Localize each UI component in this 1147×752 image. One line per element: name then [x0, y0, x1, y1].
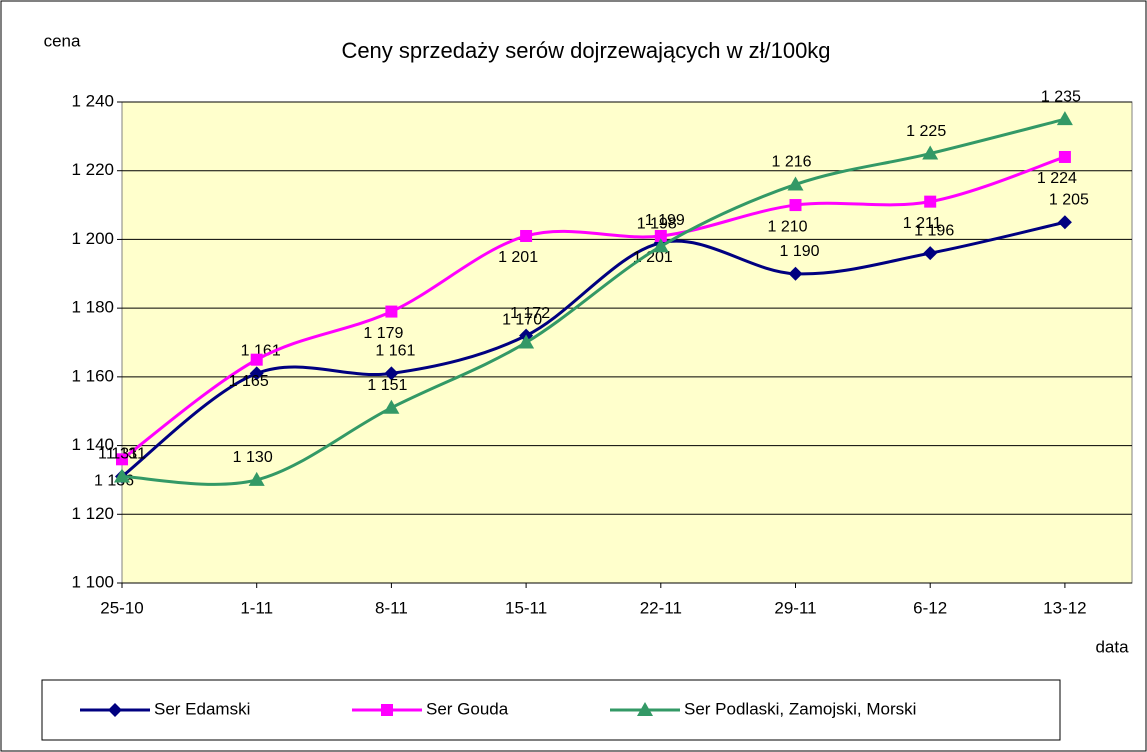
data-label: 1 211 — [903, 215, 942, 232]
data-point — [248, 471, 265, 486]
data-label: 1 224 — [1037, 170, 1077, 187]
data-label: 1 179 — [363, 325, 403, 342]
data-label: 1 131 — [98, 446, 138, 463]
y-tick-label: 1 140 — [71, 435, 114, 454]
x-tick-label: 29-11 — [774, 598, 816, 617]
x-tick-label: 1-11 — [240, 598, 273, 617]
legend-marker — [108, 703, 122, 717]
series-line — [121, 117, 1066, 486]
data-label: 1 172 — [510, 305, 550, 322]
data-point — [250, 353, 263, 366]
data-point — [385, 305, 398, 318]
legend-label: Ser Edamski — [154, 699, 250, 718]
data-point — [1058, 150, 1071, 163]
x-tick-label: 8-11 — [375, 598, 408, 617]
data-point — [518, 334, 535, 349]
data-label: 1 201 — [633, 249, 673, 266]
y-tick-label: 1 120 — [71, 504, 114, 523]
data-label: 1 151 — [367, 377, 407, 394]
data-point — [1057, 215, 1072, 230]
data-point — [384, 366, 399, 381]
data-label: 1 199 — [645, 212, 685, 229]
x-tick-label: 13-12 — [1043, 598, 1086, 617]
data-label: 1 210 — [767, 218, 807, 235]
data-label: 1 216 — [771, 154, 811, 171]
data-label: 1 165 — [229, 373, 269, 390]
data-point — [787, 176, 804, 191]
data-label: 1 205 — [1049, 191, 1089, 208]
data-point — [652, 238, 669, 253]
data-point — [114, 468, 130, 483]
chart-title: Ceny sprzedaży serów dojrzewających w zł… — [341, 38, 830, 63]
legend-label: Ser Gouda — [426, 699, 509, 718]
y-tick-label: 1 220 — [71, 160, 114, 179]
y-tick-label: 1 240 — [71, 91, 114, 110]
data-point — [654, 229, 667, 242]
series-line — [121, 155, 1066, 461]
data-point — [116, 453, 128, 466]
x-tick-label: 6-12 — [913, 598, 947, 617]
legend-label: Ser Podlaski, Zamojski, Morski — [684, 699, 916, 718]
data-label: 1 201 — [498, 249, 538, 266]
data-label: 1 198 — [637, 216, 677, 233]
data-label: 1 190 — [779, 243, 819, 260]
data-point — [383, 399, 400, 414]
y-tick-label: 1 100 — [71, 572, 114, 591]
data-point — [520, 229, 533, 242]
data-label: 1 196 — [914, 222, 954, 239]
data-label: 1 225 — [906, 123, 946, 140]
plot-area — [121, 101, 1133, 584]
data-point — [922, 145, 939, 160]
y-axis-label: cena — [44, 31, 81, 50]
data-point — [789, 199, 802, 212]
y-tick-label: 1 200 — [71, 229, 114, 248]
data-point — [923, 246, 938, 261]
data-label: 1 235 — [1041, 88, 1081, 105]
data-point — [249, 366, 264, 381]
legend-box — [41, 679, 1061, 741]
x-tick-label: 25-10 — [100, 598, 143, 617]
legend-marker — [637, 702, 653, 716]
data-label: 1 161 — [375, 343, 415, 360]
data-point — [788, 266, 803, 281]
data-label: 1 170 — [502, 312, 542, 329]
x-tick-label: 15-11 — [505, 598, 547, 617]
data-point — [1056, 111, 1073, 126]
legend-marker — [381, 704, 393, 716]
x-tick-label: 22-11 — [640, 598, 682, 617]
y-tick-label: 1 180 — [71, 298, 114, 317]
data-point — [924, 195, 937, 208]
data-label: 1 130 — [233, 449, 273, 466]
x-axis-label: data — [1095, 637, 1129, 656]
y-tick-label: 1 160 — [71, 366, 114, 385]
